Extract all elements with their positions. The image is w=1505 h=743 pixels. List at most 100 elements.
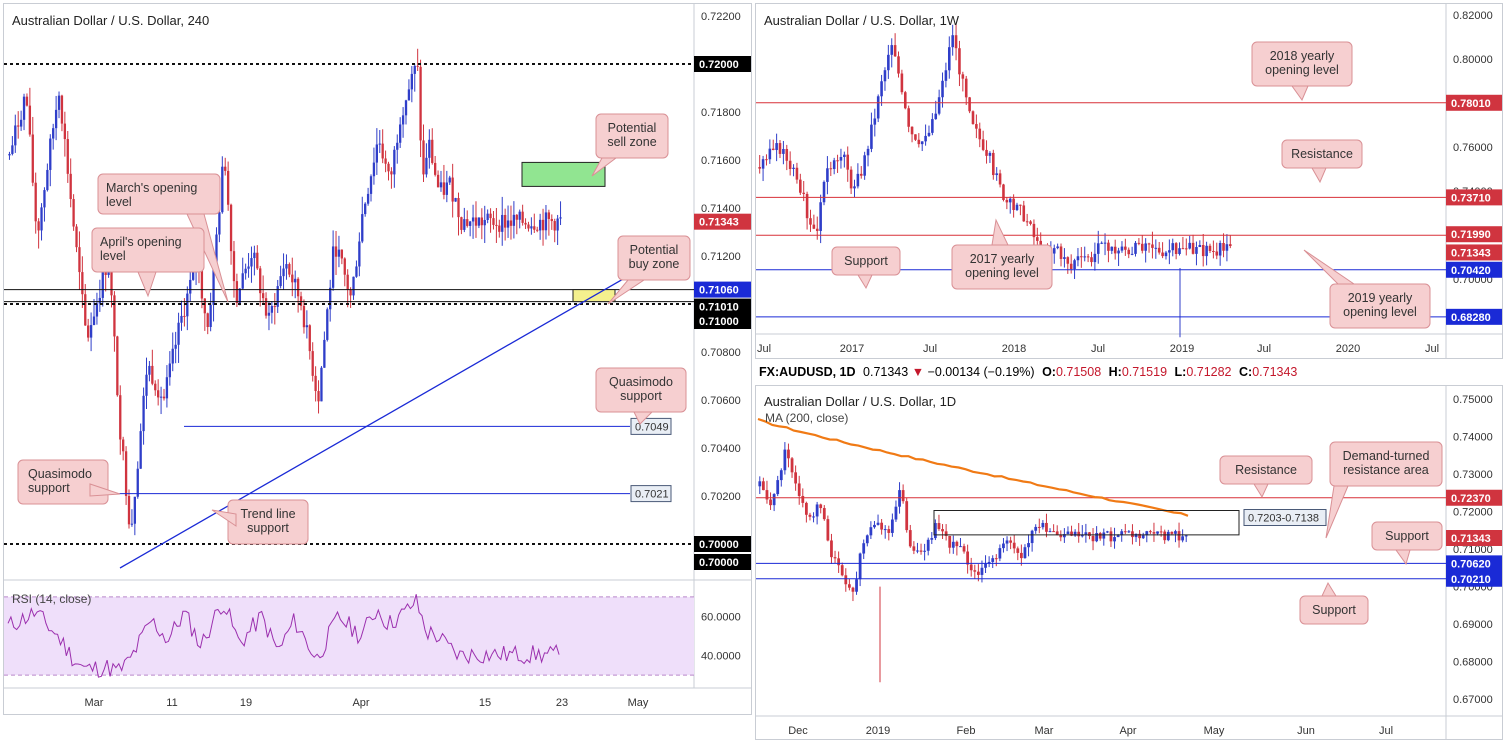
candle-body <box>218 212 221 235</box>
candle-body <box>924 135 927 142</box>
candle-body <box>241 273 244 289</box>
candle-body <box>1201 244 1205 257</box>
level-value-label: 0.7021 <box>635 489 669 501</box>
candle-body <box>1157 247 1161 253</box>
x-tick-label: 15 <box>479 697 491 709</box>
candle-body <box>1144 243 1147 251</box>
candle-body <box>1140 243 1144 251</box>
candle-body <box>837 558 841 566</box>
candle-body <box>8 153 11 156</box>
candle-body <box>410 73 413 90</box>
candle-body <box>758 481 762 487</box>
rsi-tick-label: 40.0000 <box>701 651 741 663</box>
candle-body <box>276 286 279 307</box>
candle-body <box>22 96 26 120</box>
candle-body <box>1041 522 1045 528</box>
candle-body <box>261 293 265 299</box>
price-tag <box>1446 555 1502 572</box>
candle-body <box>961 74 965 79</box>
candle-body <box>1023 547 1027 559</box>
candle-body <box>1032 223 1036 238</box>
callout-pointer <box>591 157 618 177</box>
candle-body <box>226 170 230 205</box>
daily-chart-svg[interactable]: 0.7203-0.7138 Resistance Demand-turnedresi… <box>756 386 1503 740</box>
candle-body <box>937 523 941 530</box>
x-tick-label: Jul <box>1257 343 1271 355</box>
candle-body <box>40 207 43 231</box>
candle-body <box>779 470 783 481</box>
candle-body <box>1154 247 1158 249</box>
candle-body <box>407 89 411 101</box>
candle-body <box>334 246 338 257</box>
candle-body <box>1103 242 1107 244</box>
candle-body <box>984 563 987 568</box>
price-tag-label: 0.70620 <box>1451 558 1491 570</box>
candle-body <box>1052 248 1056 254</box>
x-tick-label: Dec <box>788 725 808 737</box>
candle-body <box>133 496 136 524</box>
y-tick-label: 0.75000 <box>1453 394 1493 406</box>
symbol-legend-bar: FX:AUDUSD, 1D 0.71343 ▼ −0.00134 (−0.19%… <box>755 361 1503 383</box>
candle-body <box>477 217 481 226</box>
callout-text: resistance area <box>1343 463 1429 477</box>
x-tick-label: Jun <box>1297 725 1315 737</box>
candle-body <box>1045 522 1048 532</box>
weekly-title: Australian Dollar / U.S. Dollar, 1W <box>764 13 960 28</box>
candle-body <box>968 97 971 112</box>
candle-body <box>512 214 516 226</box>
candle-body <box>890 45 894 55</box>
candle-body <box>1181 536 1185 541</box>
candle-body <box>136 468 139 497</box>
candle-body <box>876 522 880 525</box>
candle-body <box>776 480 780 495</box>
candle-body <box>466 219 469 226</box>
candle-body <box>1025 221 1029 223</box>
candle-body <box>104 270 107 275</box>
legend-high-label: H: <box>1108 365 1122 379</box>
price-tag <box>1446 244 1502 261</box>
callout-text: opening level <box>965 266 1039 280</box>
price-tag-label: 0.71990 <box>1451 229 1491 241</box>
price-tag <box>1446 226 1502 243</box>
candle-body <box>1177 531 1181 541</box>
candle-body <box>486 213 489 220</box>
candle-body <box>355 266 358 277</box>
candle-body <box>1225 244 1229 251</box>
candle-body <box>765 159 768 161</box>
box-range-label: 0.7203-0.7138 <box>1248 513 1319 525</box>
candle-body <box>785 148 789 161</box>
candle-body <box>390 171 393 175</box>
candle-body <box>352 276 355 296</box>
candle-body <box>802 192 805 194</box>
daily-chart-panel[interactable]: 0.7203-0.7138 Resistance Demand-turned resi… <box>755 385 1503 740</box>
candle-body <box>37 221 40 231</box>
candle-body <box>822 508 826 520</box>
candle-body <box>139 431 142 469</box>
callout-box <box>595 113 669 159</box>
price-tag <box>1446 261 1502 278</box>
callout-pointer <box>1291 85 1309 102</box>
h4-chart-panel[interactable]: 0.7049 0.7021 March's opening level April's … <box>3 3 752 715</box>
candle-body <box>346 274 349 290</box>
candle-body <box>897 56 900 74</box>
rsi-band <box>4 596 694 676</box>
candle-body <box>1015 204 1019 211</box>
candle-body <box>978 128 982 140</box>
candle-body <box>898 490 901 507</box>
candle-body <box>801 495 805 503</box>
callout-pointer <box>633 411 654 425</box>
weekly-chart-panel[interactable]: 2018 yearly opening level Resistance 2017 y… <box>755 3 1503 359</box>
legend-open-label: O: <box>1042 365 1056 379</box>
legend-symbol: FX:AUDUSD, 1D <box>759 365 856 379</box>
candle-body <box>34 182 37 222</box>
candle-body <box>498 225 501 232</box>
candle-body <box>69 173 72 200</box>
daily-ma-label: MA (200, close) <box>765 411 848 425</box>
candle-body <box>1188 242 1191 249</box>
candle-body <box>145 374 148 396</box>
price-tag <box>1446 570 1502 587</box>
down-arrow-icon: ▼ <box>911 365 925 379</box>
candle-body <box>264 298 268 316</box>
